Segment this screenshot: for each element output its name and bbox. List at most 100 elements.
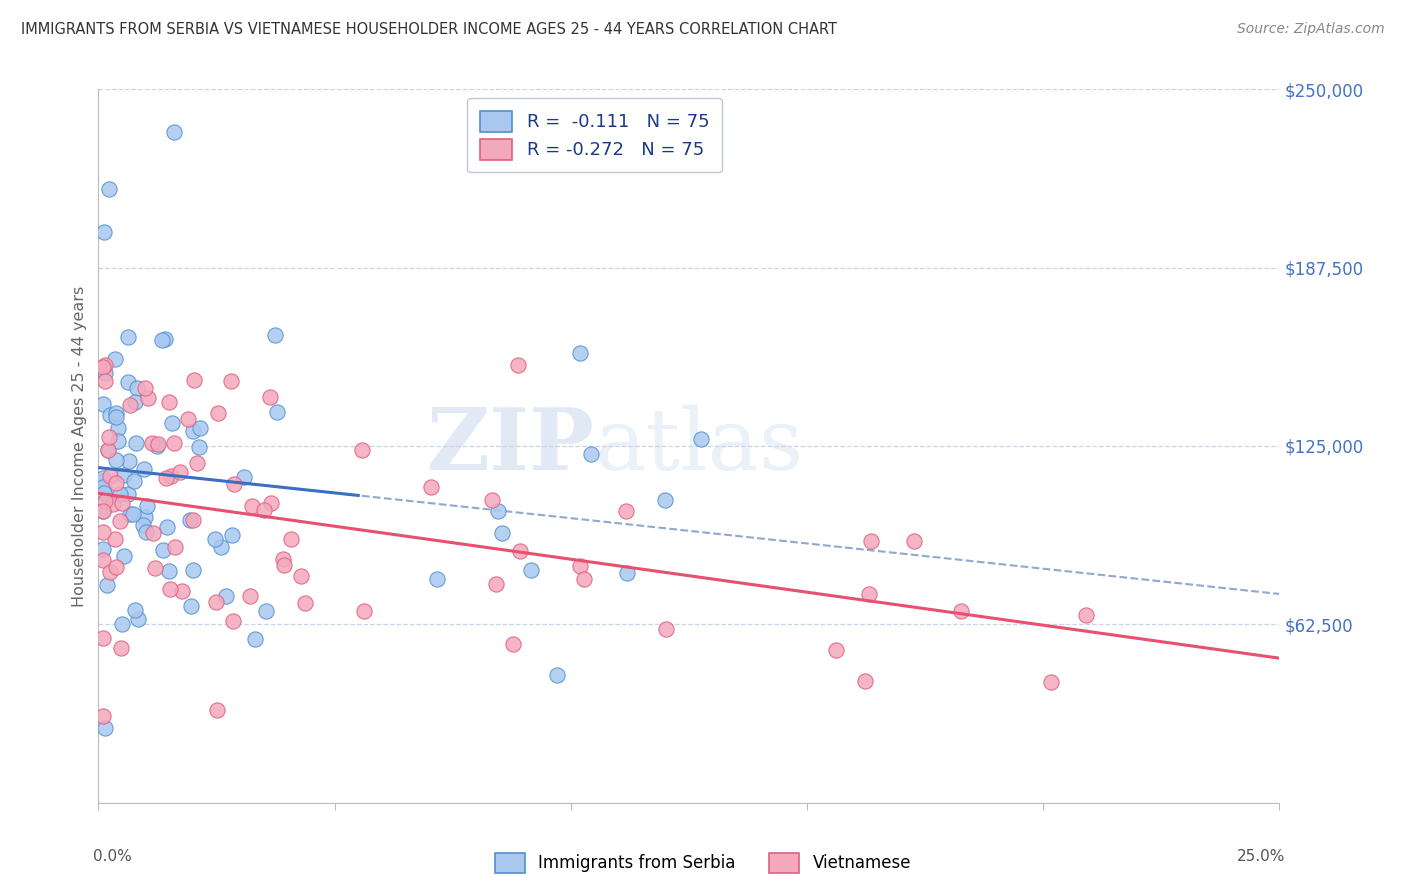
- Point: [1074, 608, 1097, 623]
- Point: [290, 569, 312, 583]
- Point: [579, 447, 602, 461]
- Point: [98, 566, 121, 580]
- Point: [118, 454, 141, 468]
- Text: IMMIGRANTS FROM SERBIA VS VIETNAMESE HOUSEHOLDER INCOME AGES 25 - 44 YEARS CORRE: IMMIGRANTS FROM SERBIA VS VIETNAMESE HOU…: [21, 22, 837, 37]
- Point: [853, 673, 876, 688]
- Point: [163, 540, 186, 554]
- Point: [152, 542, 174, 557]
- Point: [159, 565, 181, 579]
- Point: [353, 604, 375, 618]
- Point: [96, 578, 118, 592]
- Point: [104, 351, 127, 366]
- Point: [91, 553, 114, 567]
- Point: [93, 225, 115, 239]
- Point: [91, 359, 114, 374]
- Point: [259, 496, 281, 510]
- Point: [169, 465, 191, 479]
- Point: [568, 559, 591, 574]
- Point: [93, 486, 115, 500]
- Point: [949, 604, 972, 618]
- Point: [93, 374, 115, 388]
- Text: 25.0%: 25.0%: [1237, 849, 1285, 864]
- Point: [859, 534, 882, 549]
- Point: [98, 469, 121, 483]
- Point: [903, 534, 925, 549]
- Point: [188, 420, 211, 434]
- Point: [134, 509, 156, 524]
- Point: [124, 603, 146, 617]
- Point: [219, 374, 242, 388]
- Point: [205, 703, 228, 717]
- Point: [105, 476, 128, 491]
- Point: [91, 504, 114, 518]
- Point: [502, 637, 524, 651]
- Point: [91, 504, 114, 518]
- Point: [150, 333, 173, 347]
- Point: [176, 411, 198, 425]
- Point: [280, 533, 302, 547]
- Point: [273, 558, 295, 573]
- Point: [858, 587, 880, 601]
- Point: [117, 329, 139, 343]
- Point: [104, 560, 127, 574]
- Point: [568, 345, 591, 359]
- Point: [105, 453, 128, 467]
- Point: [112, 467, 135, 482]
- Point: [572, 572, 595, 586]
- Point: [180, 599, 202, 614]
- Point: [486, 504, 509, 518]
- Point: [186, 456, 208, 470]
- Point: [266, 405, 288, 419]
- Point: [181, 513, 204, 527]
- Point: [93, 494, 115, 508]
- Point: [127, 381, 149, 395]
- Point: [654, 492, 676, 507]
- Text: ZIP: ZIP: [426, 404, 595, 488]
- Point: [135, 499, 157, 513]
- Point: [94, 358, 117, 372]
- Point: [122, 474, 145, 488]
- Point: [179, 513, 201, 527]
- Point: [111, 617, 134, 632]
- Point: [426, 572, 449, 586]
- Point: [132, 461, 155, 475]
- Point: [91, 480, 114, 494]
- Point: [209, 541, 232, 555]
- Point: [93, 486, 115, 500]
- Point: [136, 391, 159, 405]
- Point: [146, 437, 169, 451]
- Point: [162, 416, 184, 430]
- Point: [239, 590, 262, 604]
- Point: [207, 407, 229, 421]
- Point: [97, 443, 120, 458]
- Point: [124, 436, 146, 450]
- Point: [97, 442, 120, 457]
- Point: [124, 394, 146, 409]
- Point: [98, 182, 121, 196]
- Point: [91, 632, 114, 646]
- Point: [163, 435, 186, 450]
- Point: [91, 541, 114, 556]
- Point: [91, 708, 114, 723]
- Point: [485, 577, 508, 591]
- Point: [127, 612, 149, 626]
- Point: [98, 409, 121, 423]
- Legend: Immigrants from Serbia, Vietnamese: Immigrants from Serbia, Vietnamese: [488, 847, 918, 880]
- Point: [420, 480, 443, 494]
- Point: [120, 398, 142, 412]
- Point: [105, 406, 128, 420]
- Point: [142, 526, 165, 541]
- Point: [232, 470, 254, 484]
- Point: [163, 125, 186, 139]
- Point: [224, 477, 246, 491]
- Point: [159, 582, 181, 597]
- Point: [153, 332, 176, 346]
- Point: [259, 391, 281, 405]
- Point: [117, 375, 139, 389]
- Point: [94, 366, 117, 380]
- Point: [111, 496, 134, 510]
- Point: [141, 435, 163, 450]
- Point: [145, 439, 167, 453]
- Point: [132, 518, 155, 533]
- Point: [271, 552, 294, 566]
